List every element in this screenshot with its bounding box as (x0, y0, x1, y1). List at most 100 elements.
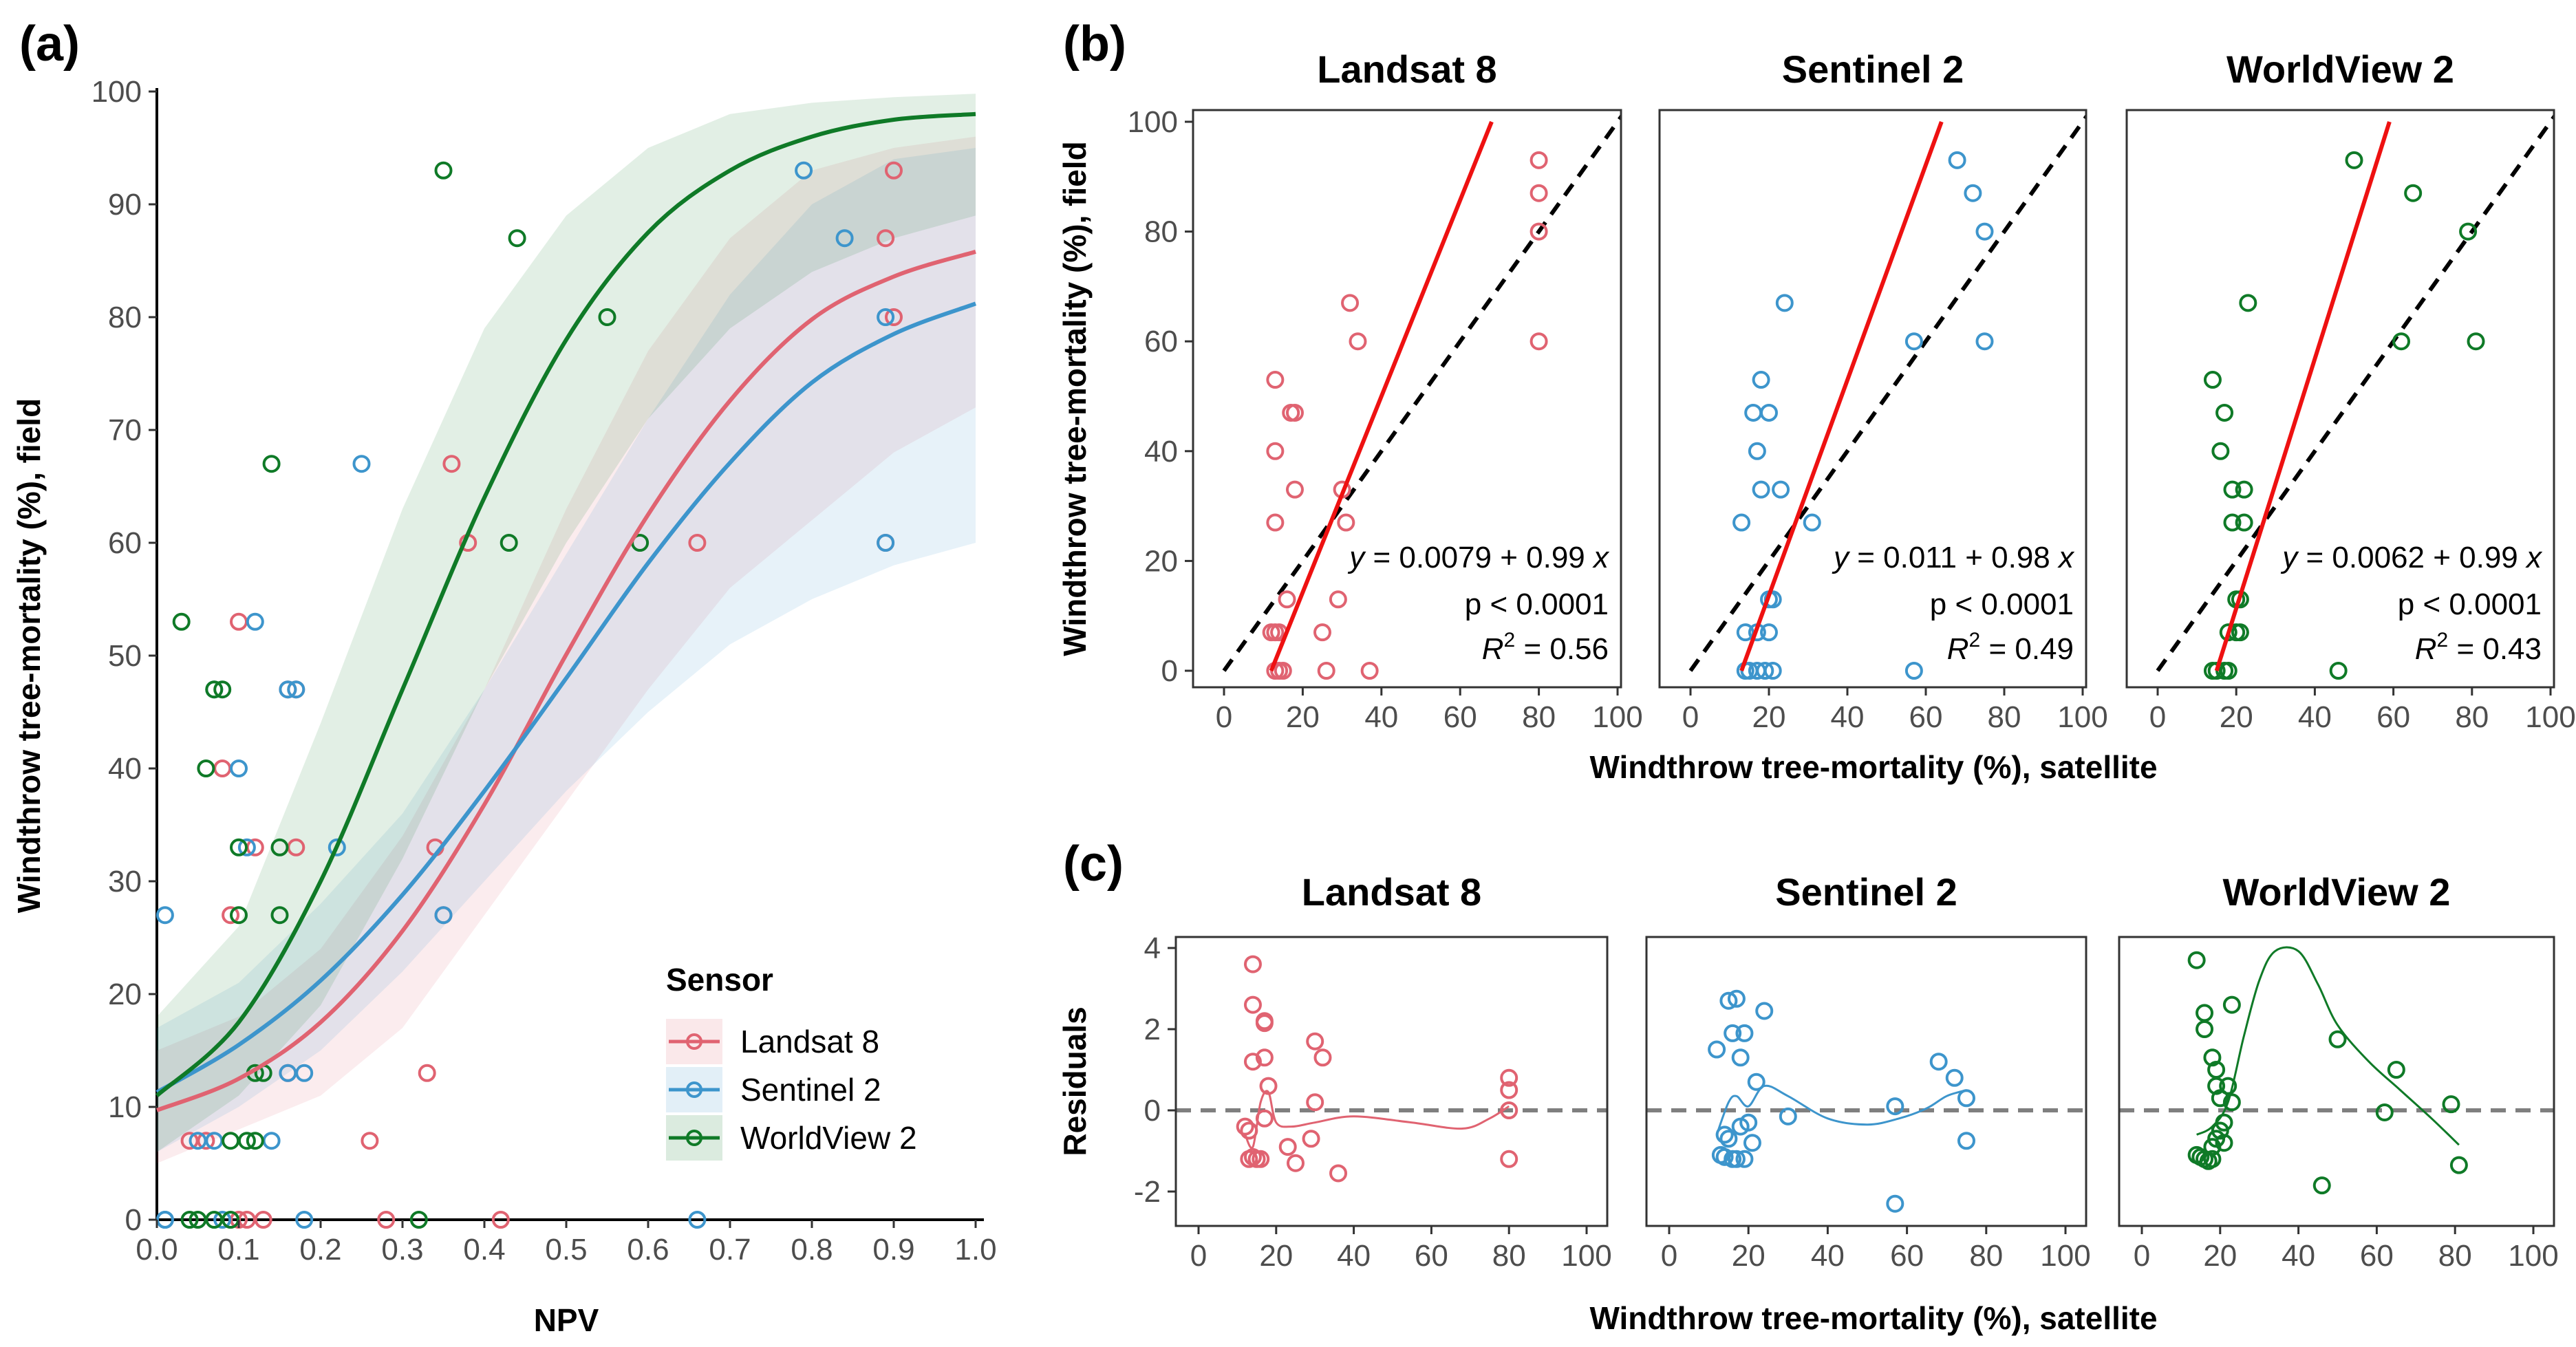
x-tick-label: 20 (1259, 1239, 1293, 1273)
x-tick-label: 40 (1811, 1239, 1845, 1273)
y-tick-label: 4 (1144, 931, 1161, 965)
r-squared: R2 = 0.49 (1947, 629, 2074, 666)
data-point-worldview (2467, 332, 2485, 351)
x-tick-label: 0.7 (709, 1233, 751, 1267)
data-point-worldview (2211, 442, 2230, 460)
x-tick-label: 0.0 (136, 1233, 178, 1267)
residual-point-sentinel (1945, 1068, 1964, 1087)
facet-title: Sentinel 2 (1775, 870, 1957, 914)
data-point-sentinel (1975, 222, 1994, 241)
facet-border (1645, 936, 2087, 1227)
residual-point-worldview (2375, 1103, 2394, 1121)
panel-c-label: (c) (1063, 837, 1124, 892)
text-span: y (2280, 541, 2299, 574)
x-tick-label: 1.0 (954, 1233, 996, 1267)
data-point-sentinel (295, 1064, 314, 1082)
x-tick-label: 60 (1415, 1239, 1448, 1273)
data-point-landsat (1349, 332, 1367, 351)
loess-curve-worldview (2196, 946, 2460, 1146)
data-point-sentinel (1748, 442, 1766, 460)
data-point-sentinel (795, 161, 813, 180)
text-span: x (2525, 541, 2543, 574)
data-point-landsat (885, 161, 903, 180)
x-tick-label: 80 (2438, 1239, 2472, 1273)
y-tick-label: 0 (1161, 654, 1178, 688)
x-tick-label: 40 (1364, 700, 1398, 734)
residual-point-landsat (1255, 1014, 1274, 1033)
residual-point-sentinel (1727, 989, 1746, 1008)
data-point-worldview (508, 229, 526, 248)
data-point-sentinel (1948, 151, 1966, 169)
data-point-landsat (213, 759, 232, 777)
data-point-worldview (205, 680, 224, 699)
residual-point-worldview (2211, 1089, 2229, 1108)
residual-point-worldview (2219, 1077, 2237, 1095)
residual-point-worldview (2196, 1020, 2214, 1038)
x-tick-label: 20 (1752, 700, 1786, 734)
text-span: y (1347, 541, 1366, 574)
p-value: p < 0.0001 (1465, 588, 1609, 621)
x-tick-label: 80 (1988, 700, 2021, 734)
data-point-landsat (1329, 590, 1347, 609)
data-point-worldview (2219, 662, 2237, 680)
facet-title: Landsat 8 (1302, 870, 1481, 914)
legend-label: Sentinel 2 (740, 1072, 881, 1108)
data-point-sentinel (1904, 332, 1923, 351)
y-tick-label: 2 (1144, 1013, 1161, 1046)
text-span: = 0.49 (1980, 632, 2074, 666)
x-tick-label: 40 (2298, 700, 2332, 734)
y-tick-label: 0 (125, 1203, 142, 1237)
panel-b-y-axis-title: Windthrow tree-mortality (%), field (1057, 141, 1093, 656)
residual-point-sentinel (1886, 1194, 1904, 1213)
data-point-sentinel (434, 906, 453, 925)
residual-point-landsat (1306, 1032, 1324, 1050)
residual-point-sentinel (1739, 1113, 1758, 1132)
panel-b-x-axis-title: Windthrow tree-mortality (%), satellite (1589, 749, 2157, 785)
data-point-sentinel (877, 308, 895, 326)
data-point-worldview (434, 161, 453, 180)
panel-a-label: (a) (19, 17, 80, 72)
residual-point-sentinel (1731, 1048, 1750, 1067)
panel-c-y-axis-title: Residuals (1057, 1006, 1093, 1156)
residual-point-sentinel (1715, 1147, 1734, 1166)
text-span: = 0.56 (1515, 632, 1609, 666)
x-tick-label: 0.9 (872, 1233, 914, 1267)
data-point-landsat (1530, 184, 1548, 202)
x-tick-label: 0 (1190, 1239, 1207, 1273)
facet-c-worldview: WorldView 2 0 20 40 60 80 100 (2118, 870, 2559, 1273)
facet-plot-area (1176, 955, 1607, 1183)
x-tick-label: 0.2 (299, 1233, 341, 1267)
data-point-landsat (1266, 442, 1285, 460)
r-squared: R2 = 0.56 (1482, 629, 1609, 666)
x-tick-label: 20 (1286, 700, 1320, 734)
confidence-band-worldview (157, 94, 976, 1152)
data-point-sentinel (352, 455, 371, 473)
r-squared: R2 = 0.43 (2415, 629, 2542, 666)
data-point-sentinel (262, 1132, 281, 1150)
data-point-landsat (1278, 590, 1296, 609)
data-point-worldview (237, 1132, 256, 1150)
data-point-worldview (2223, 480, 2242, 499)
data-point-sentinel (1803, 513, 1821, 532)
data-point-worldview (2207, 662, 2226, 680)
residual-point-worldview (2187, 951, 2206, 969)
data-point-sentinel (1775, 294, 1794, 312)
residual-point-landsat (1243, 955, 1262, 973)
data-point-worldview (598, 308, 616, 326)
data-point-sentinel (1756, 662, 1774, 680)
data-point-landsat (222, 906, 240, 925)
data-point-sentinel (1744, 403, 1763, 422)
x-tick-label: 0.3 (381, 1233, 423, 1267)
x-tick-label: 100 (2525, 700, 2575, 734)
data-point-landsat (377, 1211, 396, 1229)
facet-c-landsat: Landsat 8 0 20 40 60 80 100 -2 0 2 4 (1134, 870, 1612, 1273)
facet-b-sentinel: Sentinel 2y = 0.011 + 0.98 xp < 0.0001R2… (1658, 47, 2108, 734)
residual-point-landsat (1287, 1154, 1305, 1172)
loess-curve-sentinel (1715, 1084, 1967, 1135)
data-point-sentinel (230, 759, 248, 777)
data-point-worldview (230, 906, 248, 925)
data-point-worldview (213, 680, 232, 699)
y-tick-label: 20 (108, 978, 142, 1011)
facet-border (1174, 936, 1609, 1227)
data-point-sentinel (1760, 403, 1778, 422)
